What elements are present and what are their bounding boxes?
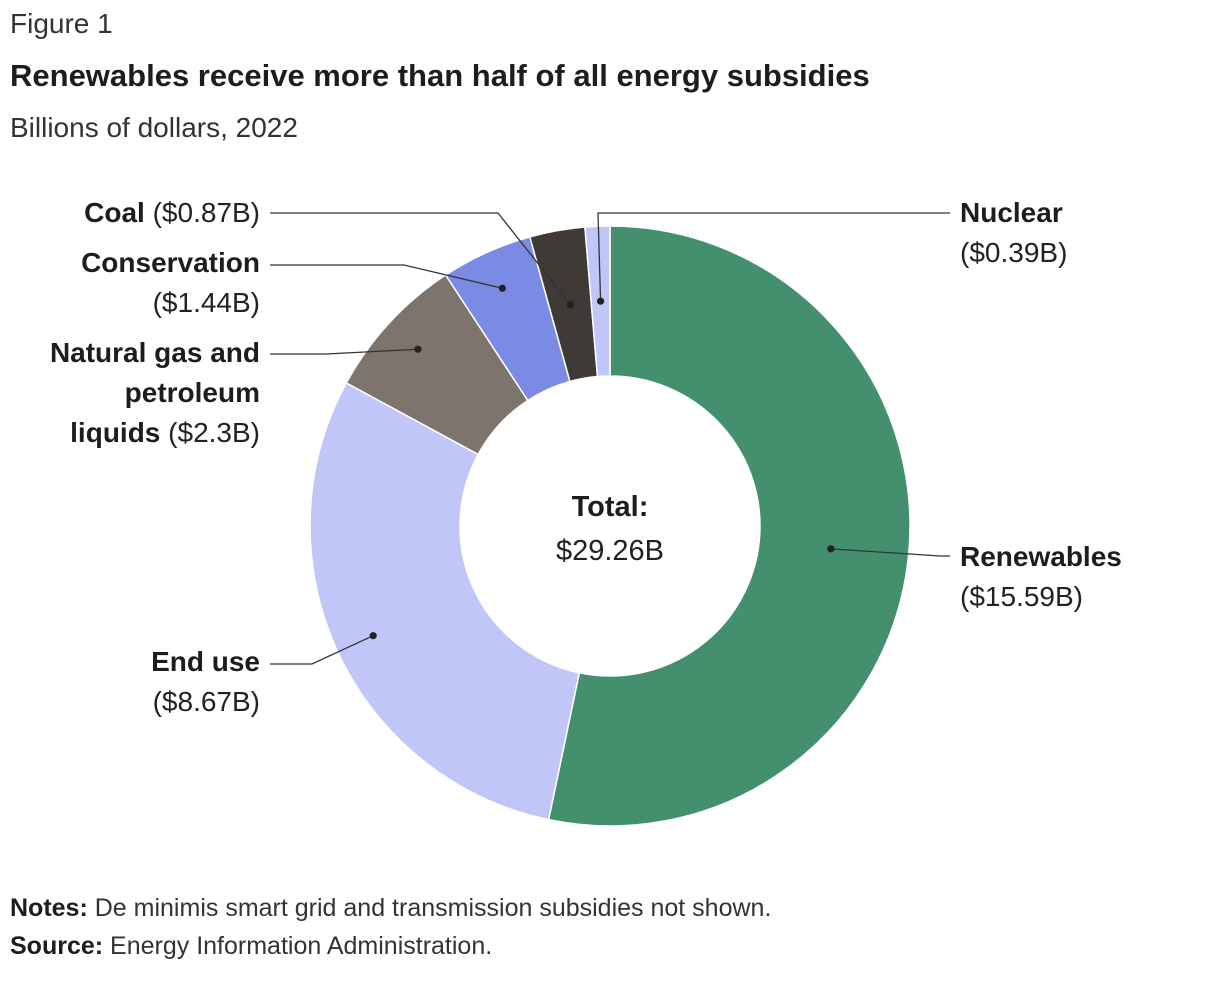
slice-renewables [547,225,911,827]
slice-label-renewables: Renewables ($15.59B) [960,541,1122,612]
slice-name-end-use-0: End use [151,646,260,677]
slice-label-conservation: Conservation ($1.44B) [81,247,260,318]
leader-line-nuclear [597,212,950,302]
slice-label-end-use: End use ($8.67B) [151,646,260,717]
leader-dot-conservation [498,284,506,292]
chart-subtitle: Billions of dollars, 2022 [10,112,298,143]
slice-label-coal: Coal ($0.87B) [84,197,260,228]
leader-lines [270,212,950,665]
slice-name-natural-gas-0: Natural gas and [50,337,260,368]
notes-label: Notes: [10,894,88,922]
leader-line-end-use [270,635,374,665]
notes-line: Notes: De minimis smart grid and transmi… [10,894,771,923]
slice-value-end-use: ($8.67B) [153,686,260,717]
leader-dot-nuclear [596,297,605,305]
leader-line-natural-gas [270,348,419,355]
slice-name-natural-gas-2: liquids [70,417,160,448]
source-line: Source: Energy Information Administratio… [10,932,492,961]
slice-label-natural-gas: Natural gas and petroleum liquids ($2.3B) [50,337,260,448]
slice-name-renewables-0: Renewables [960,541,1122,572]
slice-value-renewables: ($15.59B) [960,581,1083,612]
notes-text: De minimis smart grid and transmission s… [94,894,772,922]
slice-labels: Renewables ($15.59B) End use ($8.67B) Natura… [50,197,1122,717]
slice-value-conservation: ($1.44B) [153,287,260,318]
slice-name-natural-gas-1: petroleum [125,377,260,408]
leader-dot-natural-gas [414,345,422,353]
source-label: Source: [10,932,104,960]
leader-dot-renewables [827,545,835,553]
center-total-value: $29.26B [556,535,664,567]
donut-slices [309,225,911,827]
leader-dot-coal [566,300,574,309]
slice-value-nuclear: ($0.39B) [960,237,1067,268]
slice-value-coal: ($0.87B) [145,197,260,228]
slice-name-nuclear-0: Nuclear [960,197,1063,228]
figure-label: Figure 1 [10,8,113,39]
source-text: Energy Information Administration. [110,932,493,960]
leader-line-conservation [270,264,503,289]
slice-name-coal-0: Coal [84,197,145,228]
slice-label-nuclear: Nuclear ($0.39B) [960,197,1067,268]
center-total-label: Total: [572,491,649,523]
leader-line-coal [270,212,571,305]
slice-value-natural-gas: ($2.3B) [160,417,260,448]
leader-dot-end-use [369,632,377,640]
chart-title: Renewables receive more than half of all… [10,58,870,93]
leader-line-renewables [830,548,950,557]
slice-end-use [309,381,581,821]
slice-name-conservation-0: Conservation [81,247,260,278]
donut-chart: Renewables ($15.59B) End use ($8.67B) Natura… [50,197,1122,827]
